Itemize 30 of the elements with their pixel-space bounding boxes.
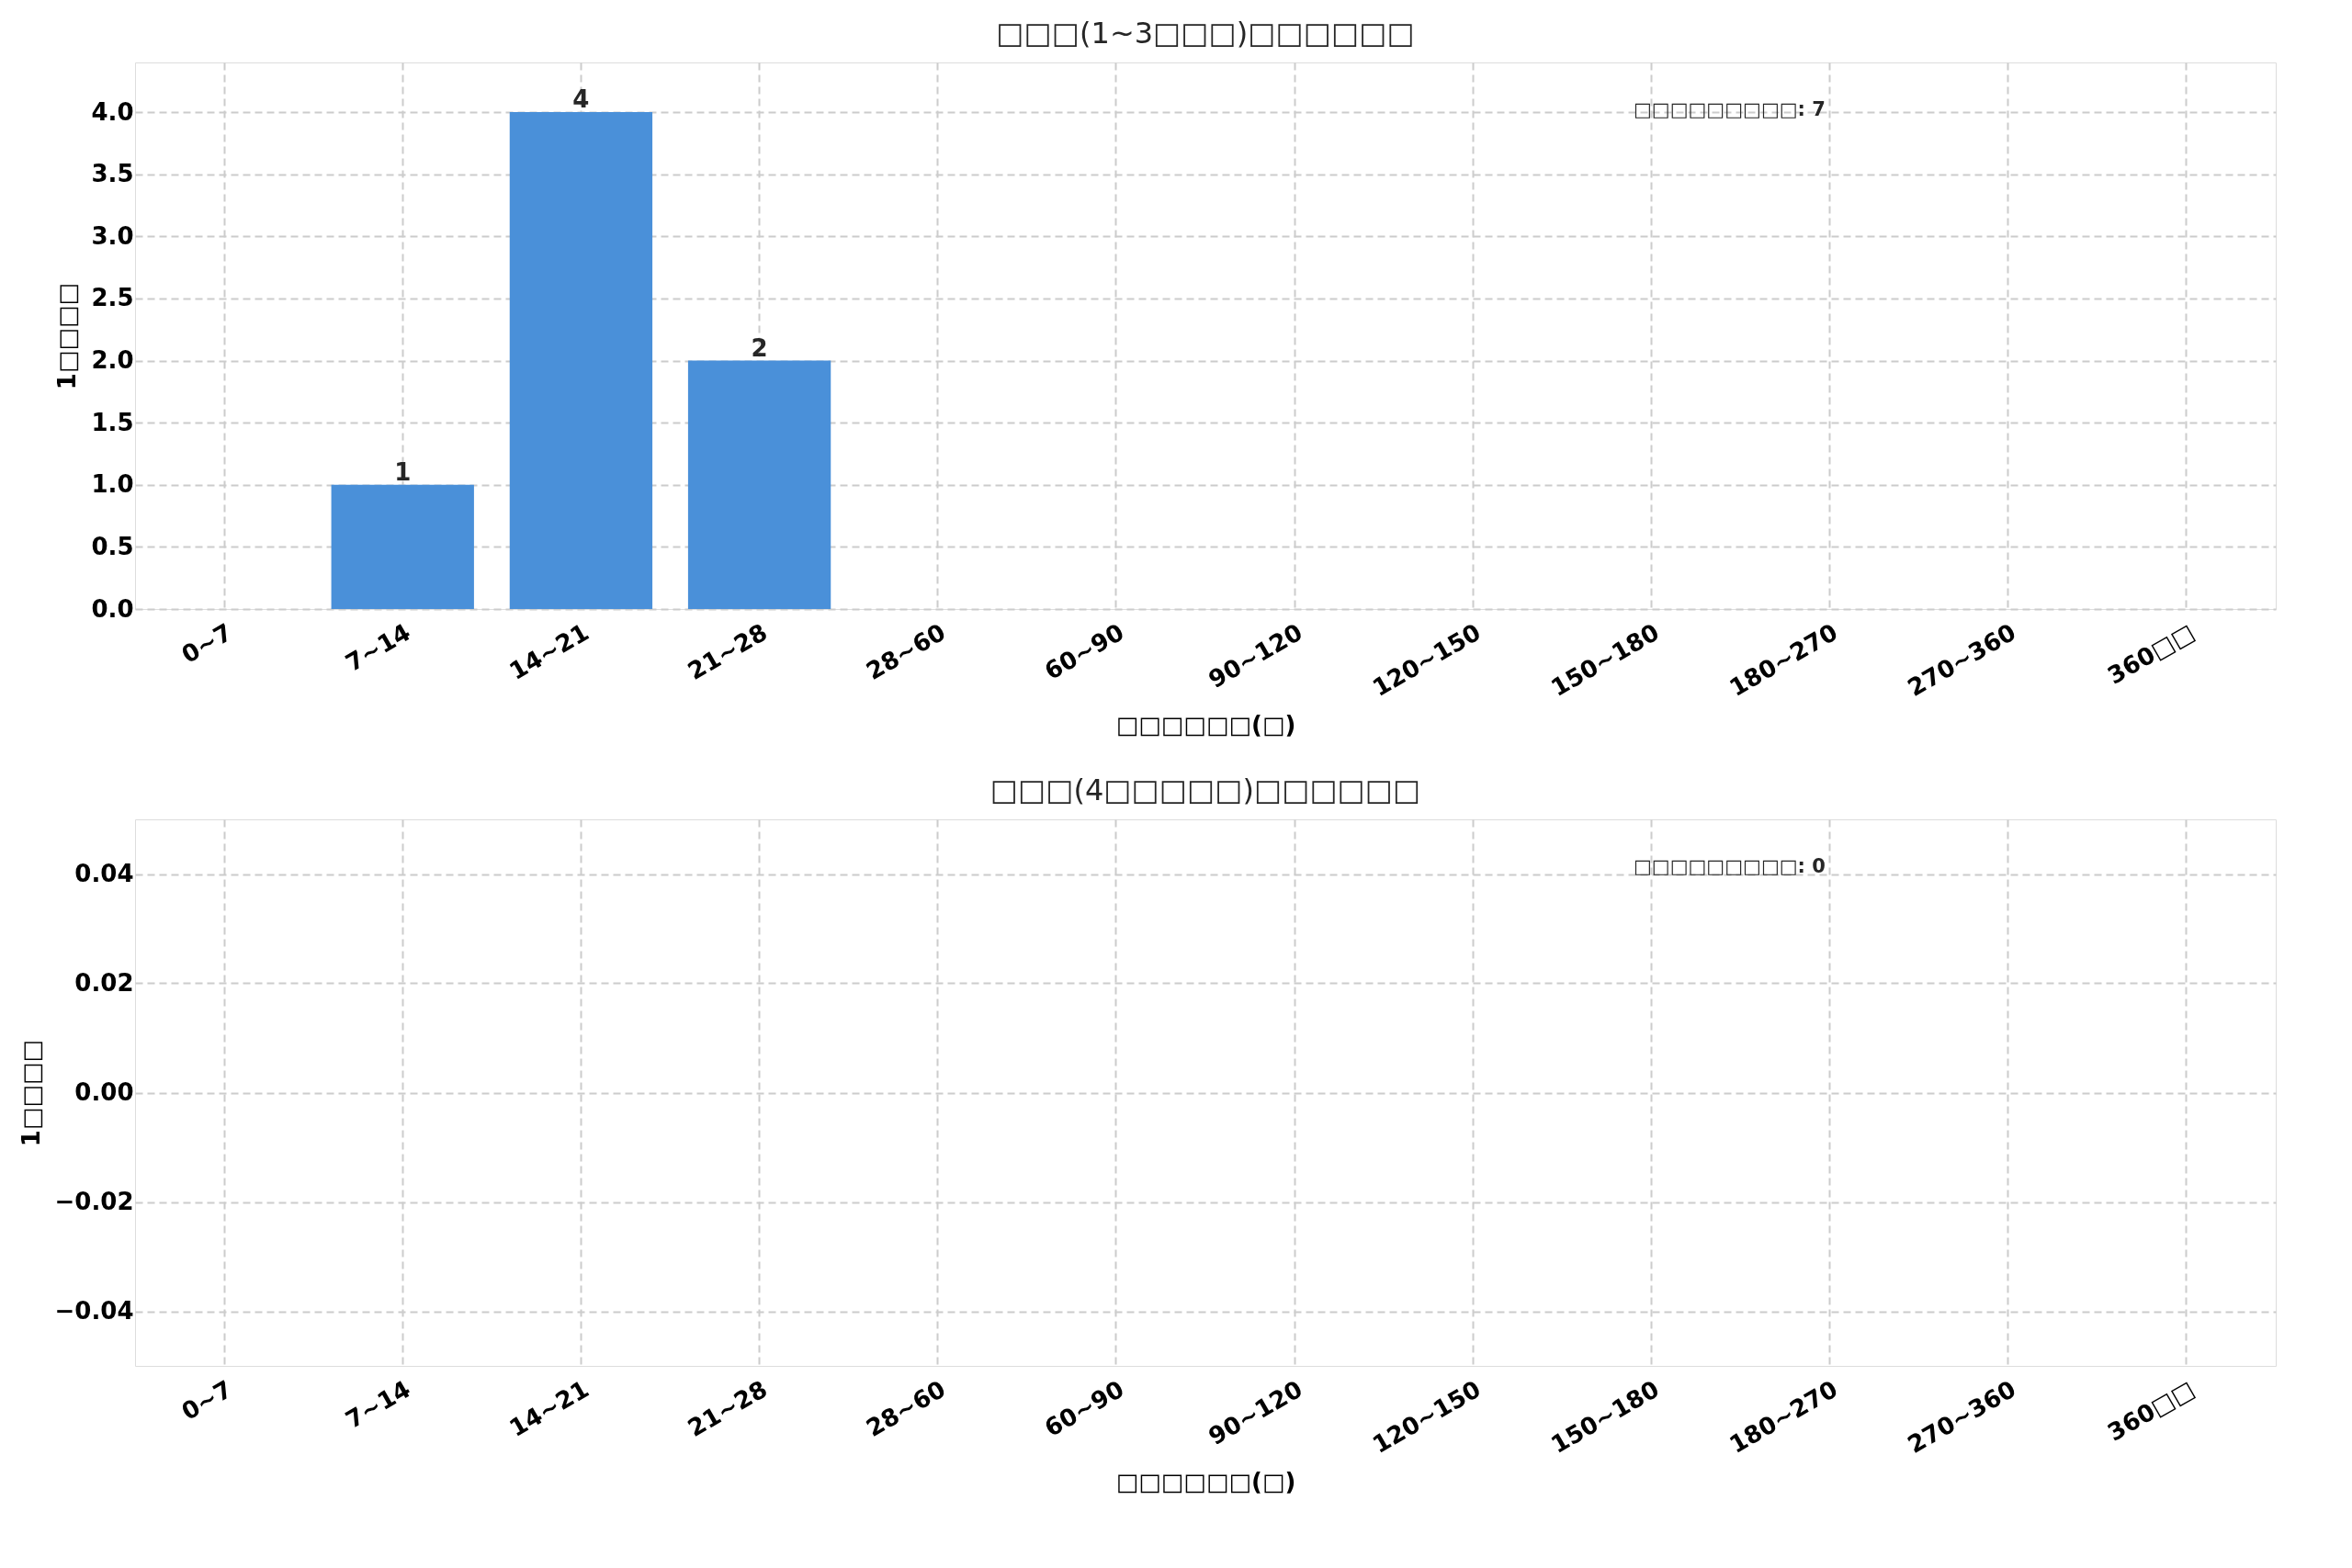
annotation: □□□□□□□□□: 7: [1634, 98, 1826, 120]
y-tick-label: 3.0: [91, 221, 134, 250]
chart-title: □□□(1~3□□□)□□□□□□: [996, 16, 1415, 51]
x-axis-title: □□□□□□(□): [1115, 1468, 1296, 1496]
x-tick-label: 0~7: [176, 617, 237, 669]
y-tick-label: 1.5: [91, 408, 134, 436]
bar: [687, 360, 831, 609]
bar: [509, 112, 653, 609]
y-tick-label: 3.5: [91, 160, 134, 188]
data-label: 1: [394, 457, 412, 486]
y-tick-label: 0.00: [74, 1078, 134, 1106]
x-axis-title: □□□□□□(□): [1115, 711, 1296, 739]
y-tick-label: 4.0: [91, 97, 134, 126]
data-label: 4: [572, 85, 590, 114]
y-tick-label: 1.0: [91, 470, 134, 499]
y-tick-label: 2.5: [91, 284, 134, 312]
annotation: □□□□□□□□□: 0: [1634, 855, 1826, 877]
x-tick-label: 0~7: [176, 1374, 237, 1426]
y-tick-label: −0.04: [54, 1297, 134, 1325]
y-axis-title: 1□□□□: [53, 282, 82, 390]
data-label: 2: [751, 333, 768, 362]
bar: [331, 484, 474, 609]
y-tick-label: 0.04: [74, 860, 134, 887]
chart-title: □□□(4□□□□□)□□□□□□: [989, 773, 1421, 807]
y-tick-label: 0.02: [74, 969, 134, 997]
y-axis-title: 1□□□□: [17, 1039, 45, 1147]
y-tick-label: 0.5: [91, 532, 134, 560]
y-tick-label: 2.0: [91, 346, 134, 375]
y-tick-label: −0.02: [54, 1188, 134, 1215]
y-tick-label: 0.0: [91, 594, 134, 623]
